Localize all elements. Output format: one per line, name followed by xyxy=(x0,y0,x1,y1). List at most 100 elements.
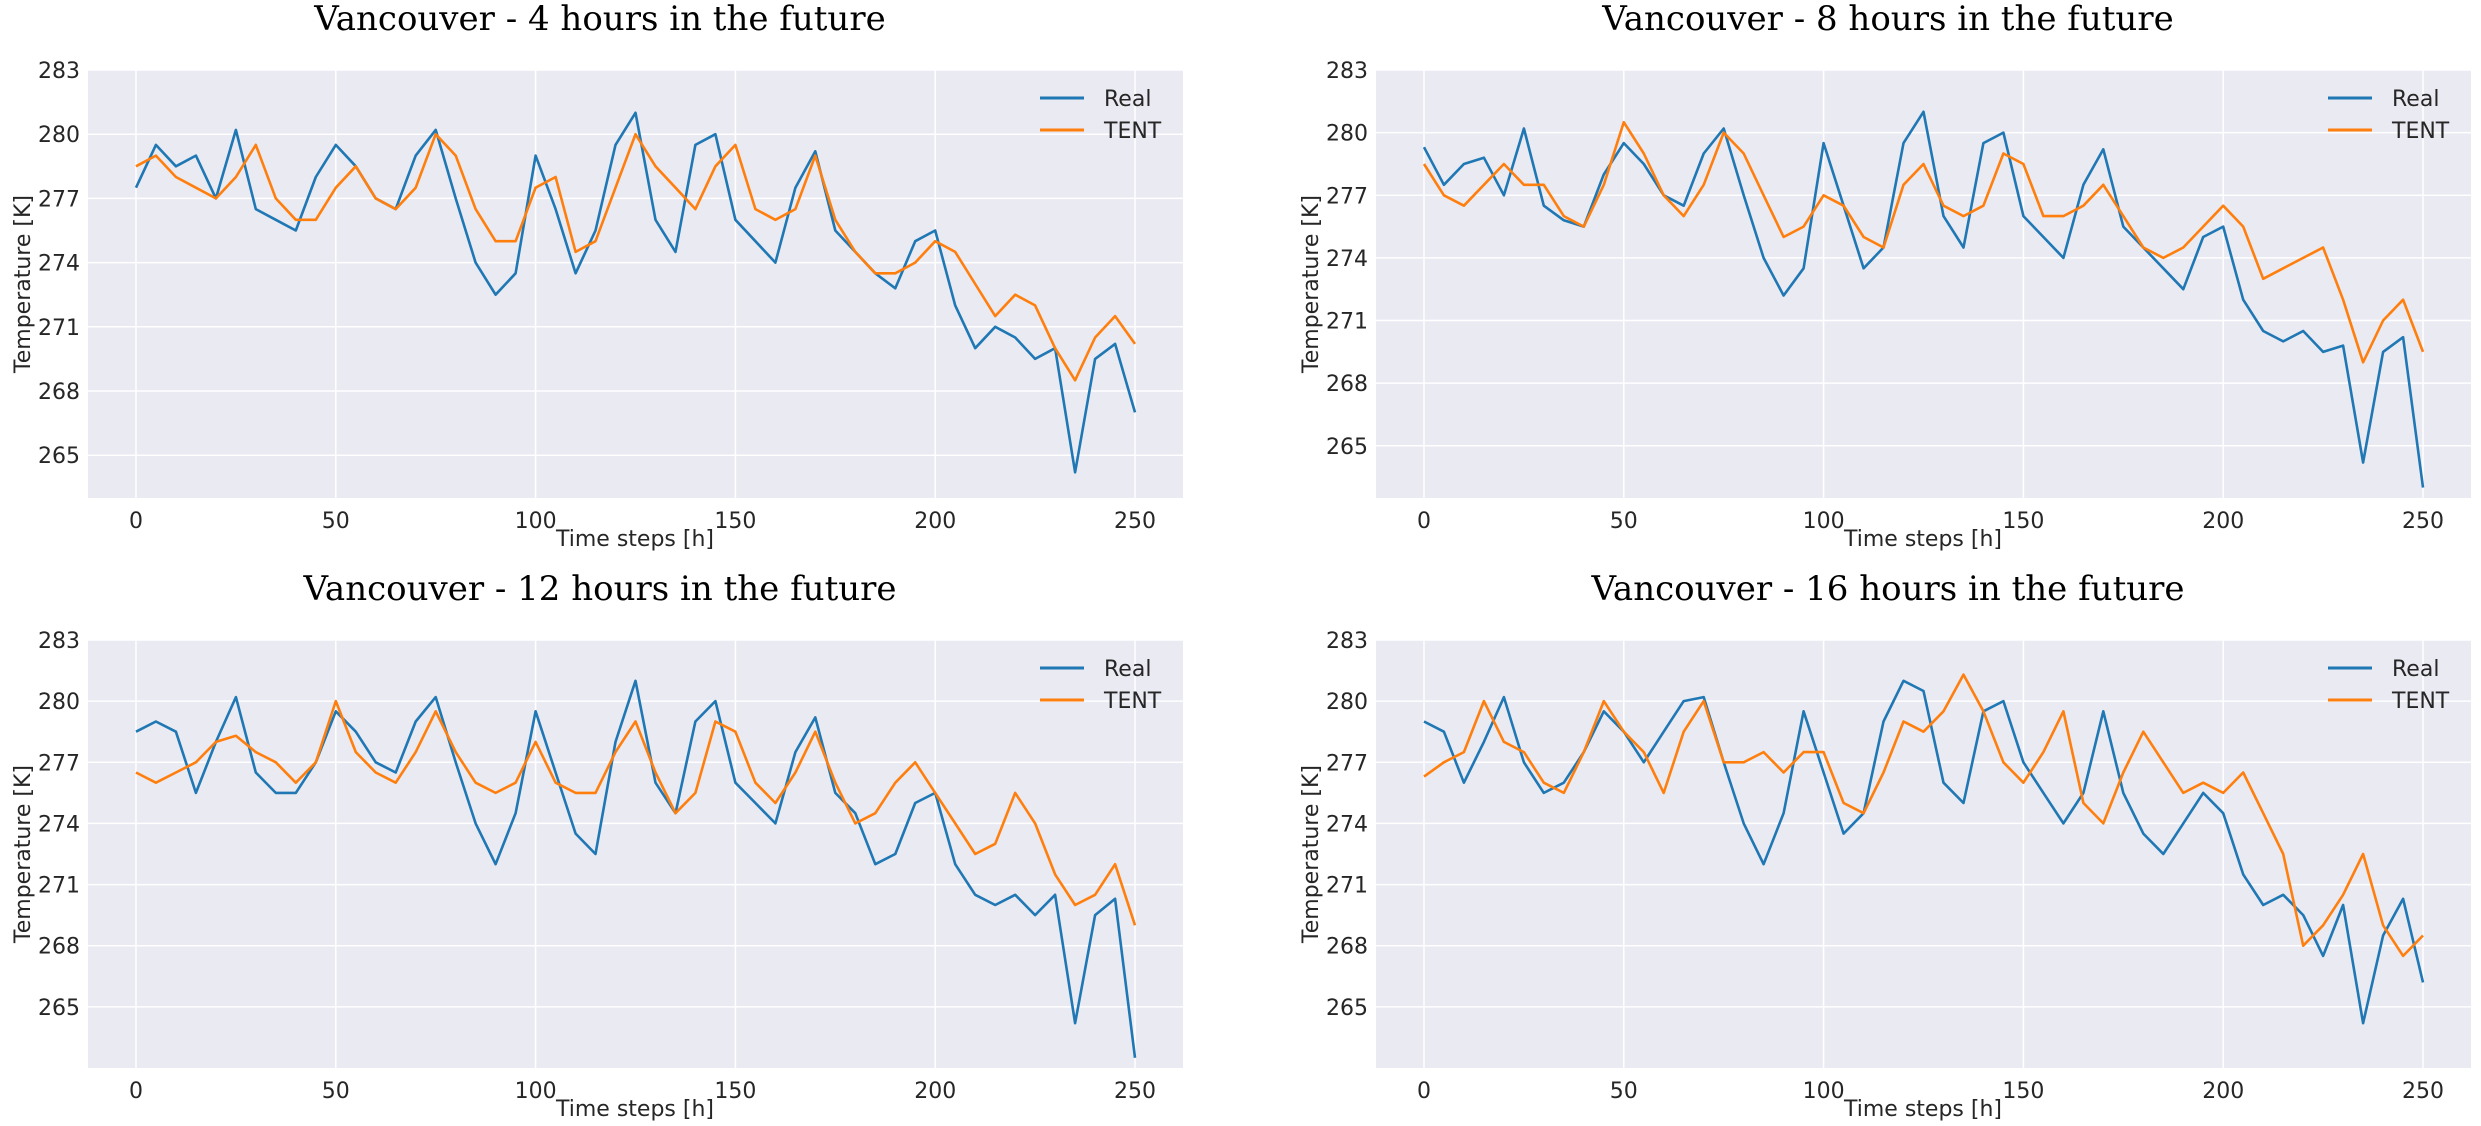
chart-title: Vancouver - 12 hours in the future xyxy=(302,569,896,609)
x-tick-label: 250 xyxy=(2402,1079,2444,1104)
chart-panel-3: 0 50 100 150 200 250 265 268 271 274 277 280 283 Van… xyxy=(11,569,1183,1122)
y-tick-label: 265 xyxy=(38,444,80,469)
x-tick-label: 200 xyxy=(914,1079,956,1104)
y-tick-label: 283 xyxy=(38,629,80,654)
plot-background xyxy=(1376,640,2471,1068)
chart-panel-2: 0 50 100 150 200 250 265 268 271 274 277 280 283 Van… xyxy=(1299,0,2471,552)
y-tick-label: 274 xyxy=(1326,247,1368,272)
x-axis-label: Time steps [h] xyxy=(555,1097,714,1122)
legend-label-real: Real xyxy=(2392,87,2439,112)
y-tick-label: 271 xyxy=(38,316,80,341)
legend-label-real: Real xyxy=(1104,657,1151,682)
series-lines xyxy=(1423,673,2425,1025)
x-tick-label: 150 xyxy=(2002,509,2044,534)
chart-panel-4: 0 50 100 150 200 250 265 268 271 274 277 280 283 Van… xyxy=(1299,569,2471,1122)
y-tick-label: 268 xyxy=(1326,935,1368,960)
y-tick-label: 274 xyxy=(38,812,80,837)
x-tick-label: 100 xyxy=(515,1079,557,1104)
tick-labels: 0 50 100 150 200 250 265 268 271 274 277 280 283 xyxy=(1326,629,2444,1104)
x-tick-label: 100 xyxy=(515,509,557,534)
y-tick-label: 268 xyxy=(1326,372,1368,397)
plot-background xyxy=(1376,70,2471,498)
series-lines xyxy=(1422,110,2425,488)
legend-label-tent: TENT xyxy=(1103,689,1162,714)
y-tick-label: 274 xyxy=(38,252,80,277)
series-lines xyxy=(135,679,1137,1058)
series-line-tent xyxy=(1422,120,2425,364)
y-tick-label: 271 xyxy=(38,874,80,899)
y-tick-label: 271 xyxy=(1326,874,1368,899)
y-tick-label: 268 xyxy=(38,935,80,960)
x-tick-label: 0 xyxy=(1417,509,1431,534)
series-line-tent xyxy=(1423,673,2424,958)
x-tick-label: 200 xyxy=(914,509,956,534)
series-line-real xyxy=(1422,110,2425,488)
x-tick-label: 200 xyxy=(2202,1079,2244,1104)
x-tick-label: 250 xyxy=(2402,509,2444,534)
legend-label-real: Real xyxy=(2392,657,2439,682)
legend: Real TENT xyxy=(2328,87,2450,144)
y-tick-label: 283 xyxy=(1326,629,1368,654)
y-tick-label: 265 xyxy=(1326,996,1368,1021)
tick-labels: 0 50 100 150 200 250 265 268 271 274 277 280 283 xyxy=(38,59,1156,534)
legend-label-tent: TENT xyxy=(2391,689,2450,714)
x-tick-label: 0 xyxy=(1417,1079,1431,1104)
series-line-tent xyxy=(135,132,1137,382)
y-axis-label: Temperature [K] xyxy=(11,195,36,374)
y-tick-label: 274 xyxy=(1326,812,1368,837)
x-tick-label: 100 xyxy=(1803,509,1845,534)
chart-title: Vancouver - 16 hours in the future xyxy=(1590,569,2184,609)
x-tick-label: 250 xyxy=(1114,1079,1156,1104)
y-tick-label: 265 xyxy=(38,996,80,1021)
plot-background xyxy=(88,640,1183,1068)
legend: Real TENT xyxy=(2328,657,2450,714)
x-tick-label: 0 xyxy=(129,509,143,534)
y-tick-label: 280 xyxy=(1326,122,1368,147)
grid xyxy=(1376,69,2471,498)
plot-background xyxy=(88,70,1183,498)
x-tick-label: 150 xyxy=(714,509,756,534)
y-tick-label: 268 xyxy=(38,380,80,405)
series-lines xyxy=(134,111,1137,474)
y-tick-label: 280 xyxy=(38,123,80,148)
x-tick-label: 150 xyxy=(714,1079,756,1104)
y-axis-label: Temperature [K] xyxy=(1299,195,1324,374)
grid xyxy=(88,639,1183,1068)
x-axis-label: Time steps [h] xyxy=(555,527,714,552)
x-tick-label: 50 xyxy=(1610,1079,1638,1104)
y-tick-label: 283 xyxy=(38,59,80,84)
y-tick-label: 265 xyxy=(1326,435,1368,460)
series-line-real xyxy=(135,679,1137,1058)
x-tick-label: 0 xyxy=(129,1079,143,1104)
grid xyxy=(88,69,1183,498)
series-line-tent xyxy=(135,699,1137,926)
chart-panel-1: 0 50 100 150 200 250 265 268 271 274 277 280 283 Van… xyxy=(11,0,1183,552)
tick-labels: 0 50 100 150 200 250 265 268 271 274 277 280 283 xyxy=(1326,59,2444,534)
x-tick-label: 150 xyxy=(2002,1079,2044,1104)
tick-labels: 0 50 100 150 200 250 265 268 271 274 277 280 283 xyxy=(38,629,1156,1104)
y-tick-label: 280 xyxy=(1326,690,1368,715)
chart-title: Vancouver - 4 hours in the future xyxy=(313,0,885,39)
legend: Real TENT xyxy=(1040,87,1162,144)
legend-label-tent: TENT xyxy=(1103,119,1162,144)
chart-title: Vancouver - 8 hours in the future xyxy=(1601,0,2173,39)
y-axis-label: Temperature [K] xyxy=(1299,765,1324,944)
y-tick-label: 283 xyxy=(1326,59,1368,84)
y-tick-label: 277 xyxy=(38,751,80,776)
x-tick-label: 250 xyxy=(1114,509,1156,534)
legend-label-real: Real xyxy=(1104,87,1151,112)
grid xyxy=(1376,639,2471,1068)
x-axis-label: Time steps [h] xyxy=(1843,527,2002,552)
x-tick-label: 50 xyxy=(322,1079,350,1104)
x-tick-label: 50 xyxy=(322,509,350,534)
y-tick-label: 277 xyxy=(38,187,80,212)
x-tick-label: 50 xyxy=(1610,509,1638,534)
y-tick-label: 280 xyxy=(38,690,80,715)
x-tick-label: 200 xyxy=(2202,509,2244,534)
y-tick-label: 277 xyxy=(1326,751,1368,776)
legend: Real TENT xyxy=(1040,657,1162,714)
x-tick-label: 100 xyxy=(1803,1079,1845,1104)
y-axis-label: Temperature [K] xyxy=(11,765,36,944)
series-line-real xyxy=(134,111,1137,474)
